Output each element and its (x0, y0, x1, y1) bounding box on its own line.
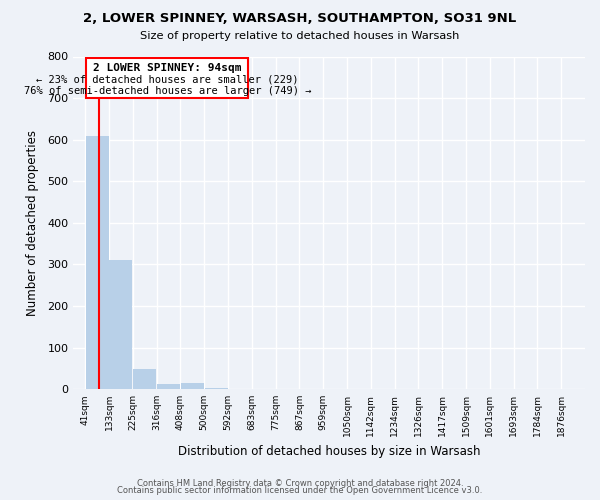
Bar (157, 384, 180, 389)
Y-axis label: Number of detached properties: Number of detached properties (26, 130, 39, 316)
Text: Contains HM Land Registry data © Crown copyright and database right 2024.: Contains HM Land Registry data © Crown c… (137, 478, 463, 488)
Bar (109, 260, 133, 389)
Text: Contains public sector information licensed under the Open Government Licence v3: Contains public sector information licen… (118, 486, 482, 495)
Bar (181, 384, 204, 389)
Text: 76% of semi-detached houses are larger (749) →: 76% of semi-detached houses are larger (… (23, 86, 311, 96)
Text: Size of property relative to detached houses in Warsash: Size of property relative to detached ho… (140, 31, 460, 41)
Bar (86, 136, 109, 389)
Text: 2 LOWER SPINNEY: 94sqm: 2 LOWER SPINNEY: 94sqm (93, 62, 242, 72)
Text: 2, LOWER SPINNEY, WARSASH, SOUTHAMPTON, SO31 9NL: 2, LOWER SPINNEY, WARSASH, SOUTHAMPTON, … (83, 12, 517, 26)
Bar (205, 388, 227, 389)
Bar (133, 369, 156, 389)
X-axis label: Distribution of detached houses by size in Warsash: Distribution of detached houses by size … (178, 444, 481, 458)
Text: ← 23% of detached houses are smaller (229): ← 23% of detached houses are smaller (22… (36, 74, 299, 85)
FancyBboxPatch shape (86, 58, 248, 98)
